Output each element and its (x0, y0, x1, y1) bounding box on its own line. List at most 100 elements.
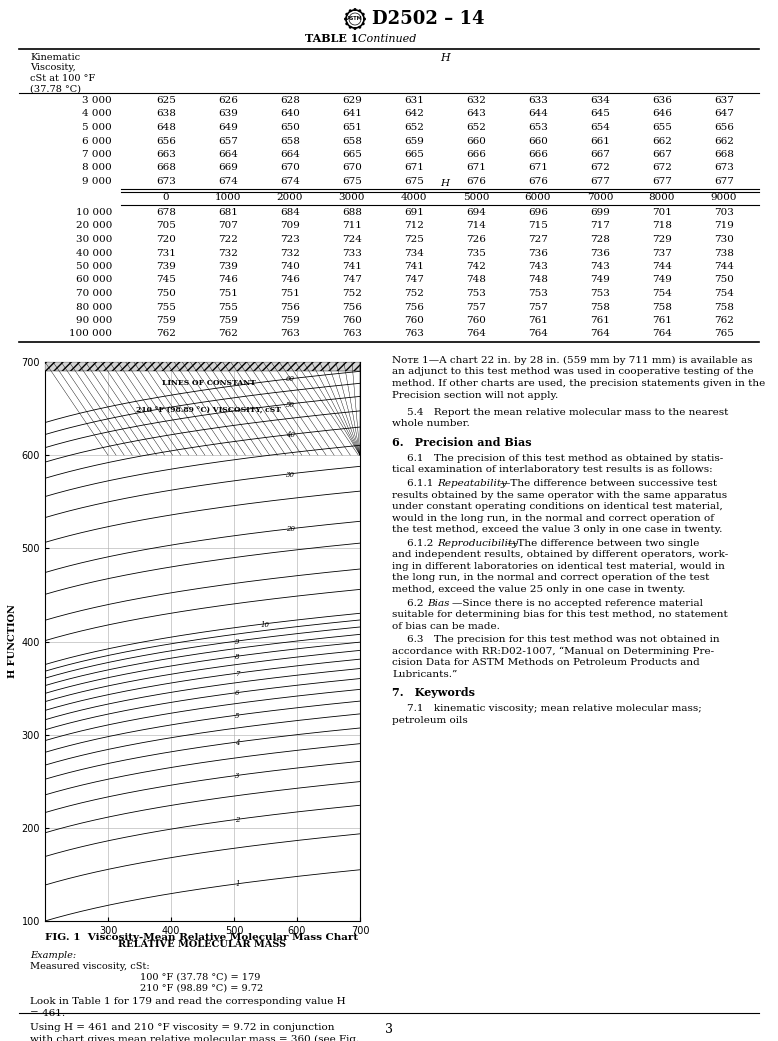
Text: 639: 639 (218, 109, 238, 119)
Text: 4: 4 (235, 738, 240, 746)
Text: 658: 658 (342, 136, 362, 146)
Text: 728: 728 (590, 235, 610, 244)
Text: 649: 649 (218, 123, 238, 132)
Text: 750: 750 (714, 276, 734, 284)
Text: 673: 673 (714, 163, 734, 173)
Text: Reproducibility: Reproducibility (437, 539, 518, 548)
Text: 740: 740 (280, 262, 300, 271)
Text: 3000: 3000 (338, 193, 365, 202)
Text: 676: 676 (466, 177, 486, 186)
Text: 747: 747 (342, 276, 362, 284)
Text: Continued: Continued (351, 34, 416, 44)
Text: 653: 653 (528, 123, 548, 132)
Text: TABLE 1: TABLE 1 (305, 33, 359, 45)
Text: 5: 5 (235, 712, 240, 719)
Circle shape (349, 26, 352, 29)
Text: 764: 764 (466, 330, 486, 338)
Text: 643: 643 (466, 109, 486, 119)
Text: 10 000: 10 000 (75, 208, 112, 217)
Text: 754: 754 (652, 289, 672, 298)
Text: 756: 756 (342, 303, 362, 311)
Text: 5.4 Report the mean relative molecular mass to the nearest: 5.4 Report the mean relative molecular m… (407, 408, 728, 416)
Text: tical examination of interlaboratory test results is as follows:: tical examination of interlaboratory tes… (392, 465, 713, 475)
Text: —The difference between two single: —The difference between two single (507, 539, 699, 548)
Text: 665: 665 (404, 150, 424, 159)
Text: Kinematic
Viscosity,
cSt at 100 °F
(37.78 °C): Kinematic Viscosity, cSt at 100 °F (37.7… (30, 53, 95, 94)
Text: 733: 733 (342, 249, 362, 257)
Text: 760: 760 (466, 316, 486, 325)
Text: 760: 760 (342, 316, 362, 325)
Text: 743: 743 (590, 262, 610, 271)
Text: with chart gives mean relative molecular mass = 360 (see Fig.: with chart gives mean relative molecular… (30, 1035, 359, 1041)
Text: 709: 709 (280, 222, 300, 230)
Text: 681: 681 (218, 208, 238, 217)
Text: 7 000: 7 000 (82, 150, 112, 159)
Text: 735: 735 (466, 249, 486, 257)
Text: cision Data for ASTM Methods on Petroleum Products and: cision Data for ASTM Methods on Petroleu… (392, 659, 699, 667)
Text: 737: 737 (652, 249, 672, 257)
Text: 753: 753 (466, 289, 486, 298)
Text: 100 000: 100 000 (69, 330, 112, 338)
Text: 6 000: 6 000 (82, 136, 112, 146)
Text: 756: 756 (280, 303, 300, 311)
Text: 2000: 2000 (277, 193, 303, 202)
Text: petroleum oils: petroleum oils (392, 716, 468, 725)
Text: 755: 755 (156, 303, 176, 311)
Text: 60: 60 (286, 376, 295, 383)
Text: 9000: 9000 (711, 193, 738, 202)
Text: 7.1 kinematic viscosity; mean relative molecular mass;: 7.1 kinematic viscosity; mean relative m… (407, 705, 702, 713)
Text: 676: 676 (528, 177, 548, 186)
Text: 732: 732 (218, 249, 238, 257)
Text: 640: 640 (280, 109, 300, 119)
Text: = 461.: = 461. (30, 1009, 65, 1018)
Text: 50: 50 (286, 401, 295, 408)
Text: 753: 753 (590, 289, 610, 298)
Text: 707: 707 (218, 222, 238, 230)
Text: 8000: 8000 (649, 193, 675, 202)
Text: 654: 654 (590, 123, 610, 132)
Text: 634: 634 (590, 96, 610, 105)
X-axis label: RELATIVE MOLECULAR MASS: RELATIVE MOLECULAR MASS (118, 940, 286, 949)
Circle shape (358, 26, 361, 29)
Text: 729: 729 (652, 235, 672, 244)
Text: 652: 652 (466, 123, 486, 132)
Text: 642: 642 (404, 109, 424, 119)
Text: 660: 660 (466, 136, 486, 146)
Text: the test method, exceed the value 3 only in one case in twenty.: the test method, exceed the value 3 only… (392, 525, 723, 534)
Text: 668: 668 (156, 163, 176, 173)
Text: 4000: 4000 (401, 193, 427, 202)
Text: 664: 664 (218, 150, 238, 159)
Text: 677: 677 (714, 177, 734, 186)
Circle shape (344, 18, 347, 21)
Text: 715: 715 (528, 222, 548, 230)
Text: 650: 650 (280, 123, 300, 132)
Circle shape (349, 9, 352, 12)
Circle shape (353, 8, 356, 11)
Text: 741: 741 (404, 262, 424, 271)
Text: 749: 749 (590, 276, 610, 284)
Text: 641: 641 (342, 109, 362, 119)
Text: 662: 662 (652, 136, 672, 146)
Text: 736: 736 (590, 249, 610, 257)
Text: Nᴏᴛᴇ 1—A chart 22 in. by 28 in. (559 mm by 711 mm) is available as: Nᴏᴛᴇ 1—A chart 22 in. by 28 in. (559 mm … (392, 356, 752, 365)
Text: 761: 761 (652, 316, 672, 325)
Text: 625: 625 (156, 96, 176, 105)
Text: Using H = 461 and 210 °F viscosity = 9.72 in conjunction: Using H = 461 and 210 °F viscosity = 9.7… (30, 1023, 335, 1032)
Text: Measured viscosity, cSt:: Measured viscosity, cSt: (30, 962, 149, 971)
Text: 632: 632 (466, 96, 486, 105)
Text: 761: 761 (590, 316, 610, 325)
Text: 732: 732 (280, 249, 300, 257)
Text: 755: 755 (218, 303, 238, 311)
Text: 750: 750 (156, 289, 176, 298)
Text: 9 000: 9 000 (82, 177, 112, 186)
Text: accordance with RR:D02-1007, “Manual on Determining Pre-: accordance with RR:D02-1007, “Manual on … (392, 646, 714, 656)
Text: 756: 756 (404, 303, 424, 311)
Text: 763: 763 (280, 330, 300, 338)
Text: 656: 656 (714, 123, 734, 132)
Text: 671: 671 (404, 163, 424, 173)
Text: —The difference between successive test: —The difference between successive test (500, 479, 717, 488)
Text: under constant operating conditions on identical test material,: under constant operating conditions on i… (392, 502, 723, 511)
Text: 762: 762 (156, 330, 176, 338)
Text: 636: 636 (652, 96, 672, 105)
Text: 656: 656 (156, 136, 176, 146)
